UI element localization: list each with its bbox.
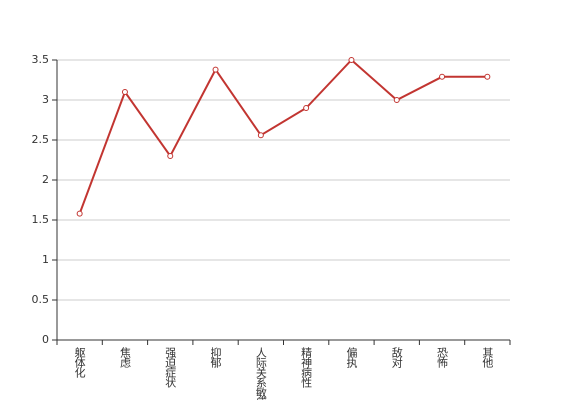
- y-tick-label: 0: [42, 333, 49, 346]
- x-tick-label: 恐怖: [436, 347, 449, 368]
- x-tick-label: 躯体化: [73, 347, 86, 379]
- x-tick-label: 抑郁: [209, 346, 222, 368]
- point: [121, 89, 128, 95]
- point: [393, 97, 400, 103]
- point: [257, 132, 264, 139]
- point: [439, 73, 446, 80]
- x-tick-label: 人际关系敏感: [254, 347, 267, 400]
- point: [76, 210, 83, 217]
- x-tick-label: 精神病性: [300, 347, 313, 389]
- x-tick-label: 敌对: [390, 346, 403, 368]
- y-tick-label: 3.5: [32, 53, 50, 66]
- point: [484, 73, 491, 80]
- y-tick-label: 2.5: [32, 133, 50, 146]
- point: [348, 57, 355, 63]
- point: [303, 105, 310, 111]
- y-tick-label: 0.5: [32, 293, 50, 306]
- x-tick-label: 焦虑: [118, 347, 131, 368]
- y-tick-label: 1: [42, 253, 49, 266]
- x-tick-label: 强迫症状: [164, 347, 177, 388]
- point: [212, 66, 219, 73]
- line: [78, 58, 488, 214]
- y-tick-label: 1.5: [32, 213, 50, 226]
- y-tick-label: 3: [42, 93, 49, 106]
- point: [167, 153, 174, 159]
- y-tick-label: 2: [42, 173, 49, 186]
- x-tick-label: 偏执: [345, 346, 358, 369]
- x-tick-label: 其他: [481, 347, 494, 368]
